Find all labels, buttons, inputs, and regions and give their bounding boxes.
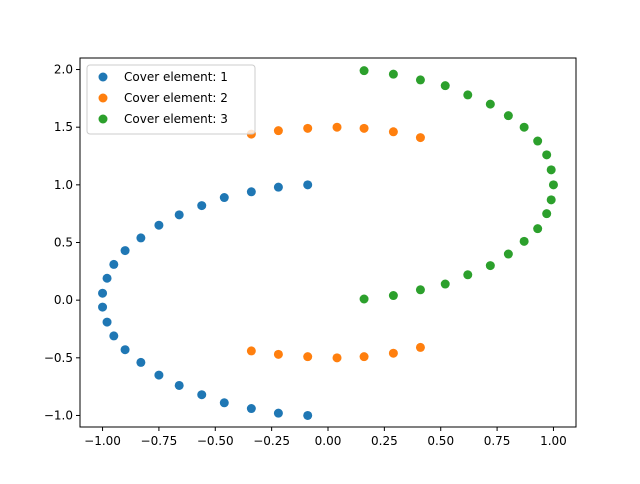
data-point bbox=[109, 259, 119, 269]
data-point bbox=[359, 352, 369, 362]
data-point bbox=[388, 69, 398, 79]
data-point bbox=[415, 75, 425, 85]
x-tick-label: 0.50 bbox=[427, 434, 454, 448]
data-point bbox=[174, 380, 184, 390]
data-point bbox=[154, 220, 164, 230]
data-point bbox=[332, 122, 342, 132]
data-point bbox=[102, 317, 112, 327]
y-tick-label: 2.0 bbox=[54, 63, 73, 77]
data-point bbox=[246, 187, 256, 197]
x-tick-label: 0.75 bbox=[484, 434, 511, 448]
data-point bbox=[98, 302, 108, 312]
data-point bbox=[503, 111, 513, 121]
x-tick-label: −1.00 bbox=[84, 434, 121, 448]
data-point bbox=[154, 370, 164, 380]
x-tick-label: 0.00 bbox=[315, 434, 342, 448]
data-point bbox=[485, 261, 495, 271]
x-tick-label: −0.25 bbox=[253, 434, 290, 448]
data-point bbox=[546, 165, 556, 175]
data-point bbox=[519, 122, 529, 132]
data-points-layer bbox=[98, 66, 558, 420]
data-point bbox=[415, 342, 425, 352]
data-point bbox=[136, 233, 146, 243]
data-point bbox=[415, 285, 425, 295]
legend: Cover element: 1 Cover element: 2 Cover el… bbox=[86, 64, 256, 135]
x-axis-ticks: −1.00 −0.75 −0.50 −0.25 0.00 0.25 0.50 0.75 1.00 bbox=[84, 427, 567, 448]
data-point bbox=[415, 133, 425, 143]
data-point bbox=[303, 352, 313, 362]
y-tick-label: −0.5 bbox=[44, 351, 73, 365]
data-point bbox=[388, 127, 398, 137]
legend-label: Cover element: 2 bbox=[124, 91, 228, 105]
data-point bbox=[359, 66, 369, 76]
series-3 bbox=[359, 66, 558, 304]
legend-box bbox=[86, 64, 256, 135]
series-2 bbox=[246, 122, 425, 363]
data-point bbox=[273, 408, 283, 418]
data-point bbox=[388, 291, 398, 301]
data-point bbox=[219, 398, 229, 408]
data-point bbox=[359, 123, 369, 133]
data-point bbox=[533, 136, 543, 146]
data-point bbox=[273, 126, 283, 136]
x-tick-label: 1.00 bbox=[540, 434, 567, 448]
data-point bbox=[332, 353, 342, 363]
data-point bbox=[197, 390, 207, 400]
data-point bbox=[246, 404, 256, 414]
data-point bbox=[219, 193, 229, 203]
legend-marker bbox=[98, 72, 108, 82]
legend-label: Cover element: 1 bbox=[124, 70, 228, 84]
data-point bbox=[388, 348, 398, 358]
data-point bbox=[120, 345, 130, 355]
data-point bbox=[303, 180, 313, 190]
data-point bbox=[546, 195, 556, 205]
y-tick-label: 0.0 bbox=[54, 293, 73, 307]
data-point bbox=[102, 273, 112, 283]
y-tick-label: 0.5 bbox=[54, 236, 73, 250]
data-point bbox=[519, 236, 529, 246]
legend-marker bbox=[98, 93, 108, 103]
data-point bbox=[542, 150, 552, 160]
data-point bbox=[246, 346, 256, 356]
data-point bbox=[120, 246, 130, 256]
data-point bbox=[109, 331, 119, 341]
x-tick-label: −0.50 bbox=[197, 434, 234, 448]
y-tick-label: 1.0 bbox=[54, 178, 73, 192]
data-point bbox=[503, 249, 513, 259]
data-point bbox=[174, 210, 184, 220]
data-point bbox=[98, 288, 108, 298]
data-point bbox=[463, 90, 473, 100]
data-point bbox=[359, 294, 369, 304]
series-1 bbox=[98, 180, 313, 420]
data-point bbox=[548, 180, 558, 190]
data-point bbox=[273, 349, 283, 359]
legend-marker bbox=[98, 114, 108, 124]
y-tick-label: −1.0 bbox=[44, 408, 73, 422]
x-tick-label: −0.75 bbox=[141, 434, 178, 448]
data-point bbox=[273, 182, 283, 192]
data-point bbox=[440, 279, 450, 289]
data-point bbox=[303, 410, 313, 420]
y-tick-label: 1.5 bbox=[54, 120, 73, 134]
data-point bbox=[440, 81, 450, 91]
legend-label: Cover element: 3 bbox=[124, 112, 228, 126]
data-point bbox=[197, 201, 207, 211]
data-point bbox=[533, 224, 543, 234]
data-point bbox=[463, 270, 473, 280]
data-point bbox=[485, 99, 495, 109]
data-point bbox=[542, 209, 552, 219]
data-point bbox=[136, 357, 146, 367]
x-tick-label: 0.25 bbox=[371, 434, 398, 448]
data-point bbox=[303, 123, 313, 133]
y-axis-ticks: −1.0 −0.5 0.0 0.5 1.0 1.5 2.0 bbox=[44, 63, 80, 422]
